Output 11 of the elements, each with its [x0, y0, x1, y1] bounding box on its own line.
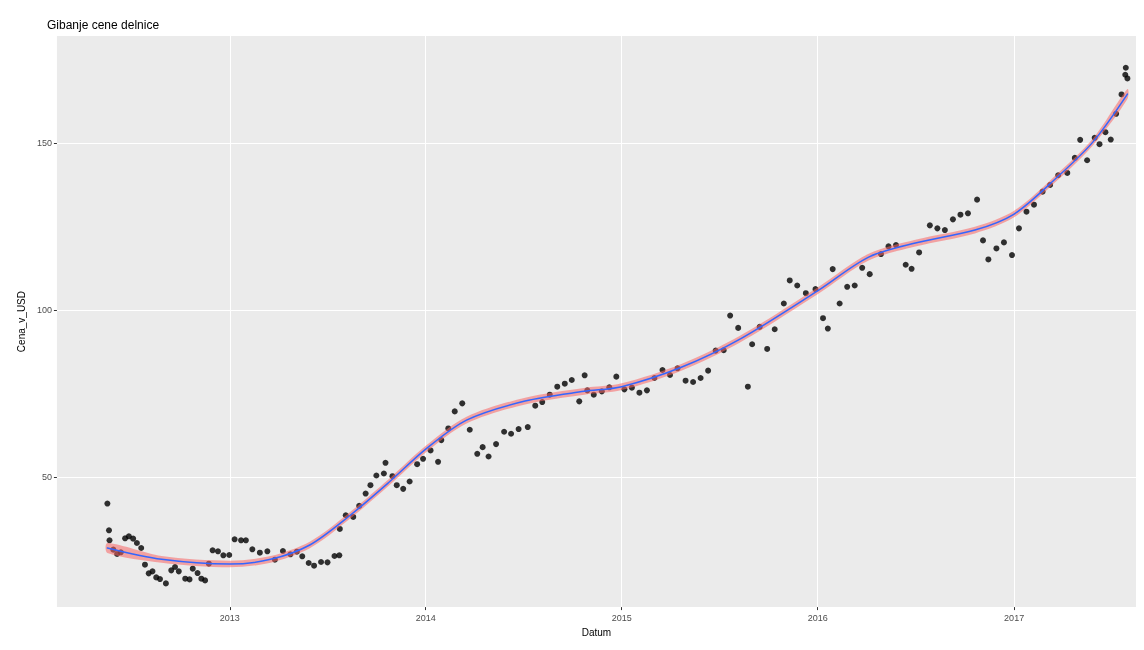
chart-title: Gibanje cene delnice [47, 18, 160, 32]
x-tick-label: 2013 [219, 612, 240, 623]
y-tick-label: 100 [36, 304, 52, 315]
x-tick-label: 2014 [415, 612, 436, 623]
y-axis-title: Cena_v_USD [15, 290, 27, 353]
y-tick-label: 150 [36, 137, 52, 148]
x-tick-label: 2016 [807, 612, 828, 623]
x-tick-label: 2017 [1004, 612, 1025, 623]
x-tick-label: 2015 [611, 612, 632, 623]
y-tick-label: 50 [41, 471, 52, 482]
x-axis-title: Datum [581, 626, 612, 638]
